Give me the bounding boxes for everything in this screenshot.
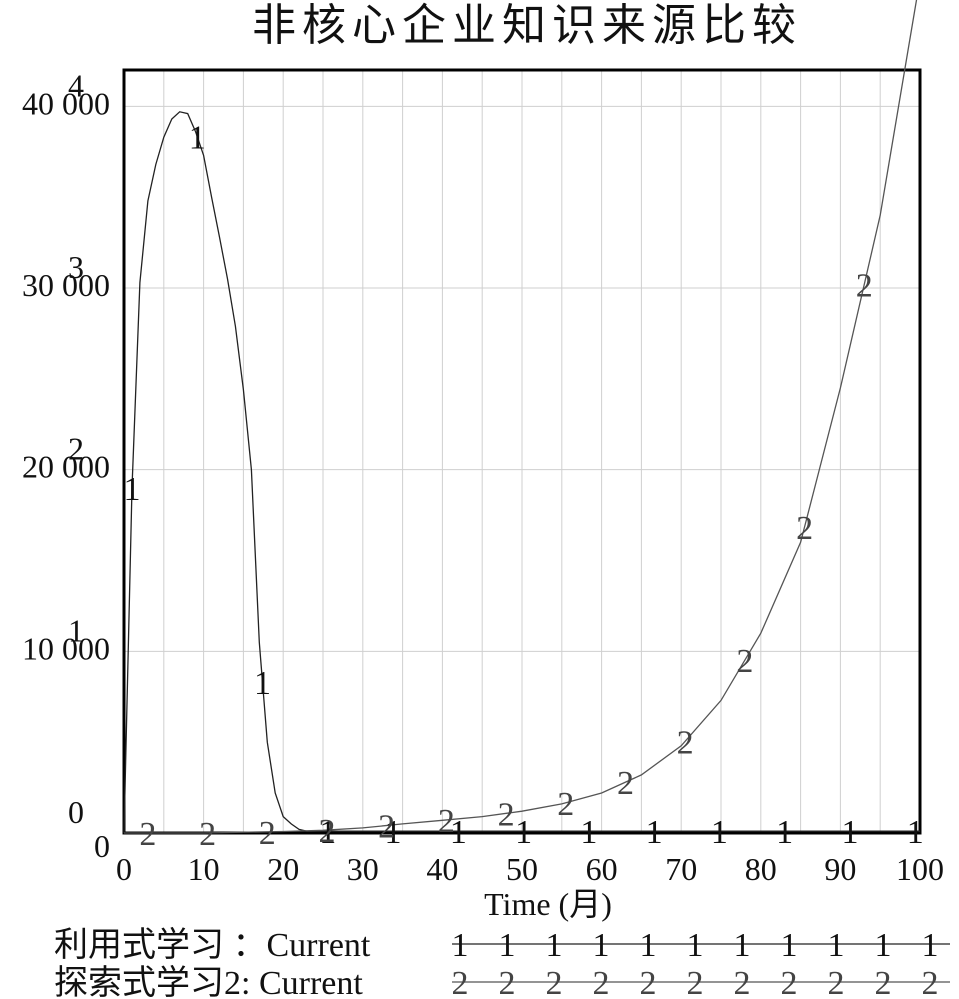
y-axis-2-tick-label: 0 — [94, 828, 110, 864]
series-marker-1: 1 — [189, 119, 206, 156]
series-marker-2: 2 — [438, 803, 455, 840]
x-axis-tick-label: 50 — [506, 851, 538, 887]
legend-sample-marker: 1 — [734, 927, 751, 964]
y-axis-1-tick-label: 3 — [68, 249, 84, 285]
legend-sample-marker: 2 — [452, 965, 469, 999]
legend-entry-1-label: 利用式学习 ：Current — [54, 926, 371, 964]
legend-sample-marker: 1 — [687, 927, 704, 964]
series-marker-1: 1 — [580, 814, 597, 851]
series-marker-2: 2 — [677, 724, 694, 761]
chart-title: 非核心企业知识来源比较 — [252, 1, 802, 50]
series-marker-1: 1 — [646, 814, 663, 851]
series-marker-2: 2 — [378, 809, 395, 846]
legend-sample-marker: 1 — [875, 927, 892, 964]
y-axis-1-ticks: 0 1 2 3 4 — [68, 67, 84, 830]
legend-entry-2-label: 探索式学习2: Current — [54, 964, 363, 999]
legend-sample-marker: 1 — [781, 927, 798, 964]
plot-frame — [122, 68, 922, 835]
series-marker-1: 1 — [711, 814, 728, 851]
x-axis-tick-label: 60 — [586, 851, 618, 887]
legend-sample-marker: 2 — [922, 965, 939, 999]
legend-sample-marker: 2 — [593, 965, 610, 999]
legend-sample-marker: 2 — [499, 965, 516, 999]
legend-sample-marker: 1 — [452, 927, 469, 964]
series-marker-1: 1 — [123, 471, 140, 508]
series-marker-1: 1 — [515, 814, 532, 851]
series-marker-2: 2 — [736, 643, 753, 680]
x-axis-tick-label: 80 — [745, 851, 777, 887]
y-axis-2-tick-label: 30 000 — [22, 267, 110, 303]
series-line-1 — [123, 111, 920, 834]
series-marker-1: 1 — [841, 814, 858, 851]
series-marker-2: 2 — [557, 786, 574, 823]
series-marker-2: 2 — [139, 816, 156, 853]
series-marker-1: 1 — [907, 814, 924, 851]
x-axis-tick-label: 40 — [426, 851, 458, 887]
legend-sample-marker: 1 — [640, 927, 657, 964]
y-axis-1-tick-label: 1 — [68, 612, 84, 648]
y-axis-1-tick-label: 2 — [68, 431, 84, 467]
legend-sample-marker: 1 — [593, 927, 610, 964]
x-axis-ticks: 0 10 20 30 40 50 60 70 80 90 100 — [116, 851, 944, 887]
series-marker-1: 1 — [450, 814, 467, 851]
legend-sample-marker: 2 — [781, 965, 798, 999]
legend-sample-marker: 1 — [922, 927, 939, 964]
legend-sample-marker: 2 — [875, 965, 892, 999]
legend-sample-marker: 1 — [546, 927, 563, 964]
series-marker-2: 2 — [259, 815, 276, 852]
x-axis-tick-label: 0 — [116, 851, 132, 887]
y-axis-2-ticks: 0 10 000 20 000 30 000 40 000 — [22, 85, 110, 864]
series-marker-1: 1 — [776, 814, 793, 851]
series-marker-1: 1 — [319, 814, 336, 851]
series-marker-1: 1 — [254, 665, 271, 702]
series-lines — [123, 0, 920, 834]
x-axis-tick-label: 100 — [896, 851, 944, 887]
y-axis-1-tick-label: 0 — [68, 794, 84, 830]
legend-sample-marker: 2 — [828, 965, 845, 999]
x-axis-tick-label: 30 — [347, 851, 379, 887]
grid-lines — [124, 70, 920, 833]
legend-sample-marker: 2 — [687, 965, 704, 999]
x-axis-label: Time (月) — [484, 886, 612, 922]
y-axis-1-tick-label: 4 — [68, 67, 84, 103]
series-line-2 — [124, 0, 918, 834]
series-marker-2: 2 — [318, 813, 335, 850]
legend-sample-marker: 1 — [499, 927, 516, 964]
y-axis-2-tick-label: 20 000 — [22, 449, 110, 485]
y-axis-2-tick-label: 40 000 — [22, 85, 110, 121]
x-axis-tick-label: 90 — [824, 851, 856, 887]
x-axis-tick-label: 70 — [665, 851, 697, 887]
legend-sample-marker: 2 — [640, 965, 657, 999]
series-marker-1: 1 — [385, 814, 402, 851]
series-marker-2: 2 — [856, 267, 873, 304]
series-marker-2: 2 — [617, 765, 634, 802]
y-axis-2-tick-label: 10 000 — [22, 630, 110, 666]
x-axis-tick-label: 20 — [267, 851, 299, 887]
series-marker-2: 2 — [498, 796, 515, 833]
series-marker-2: 2 — [796, 510, 813, 547]
series-marker-2: 2 — [199, 816, 216, 853]
legend-sample-marker: 1 — [828, 927, 845, 964]
x-axis-tick-label: 10 — [188, 851, 220, 887]
legend-sample-marker: 2 — [546, 965, 563, 999]
legend-sample-marker: 2 — [734, 965, 751, 999]
